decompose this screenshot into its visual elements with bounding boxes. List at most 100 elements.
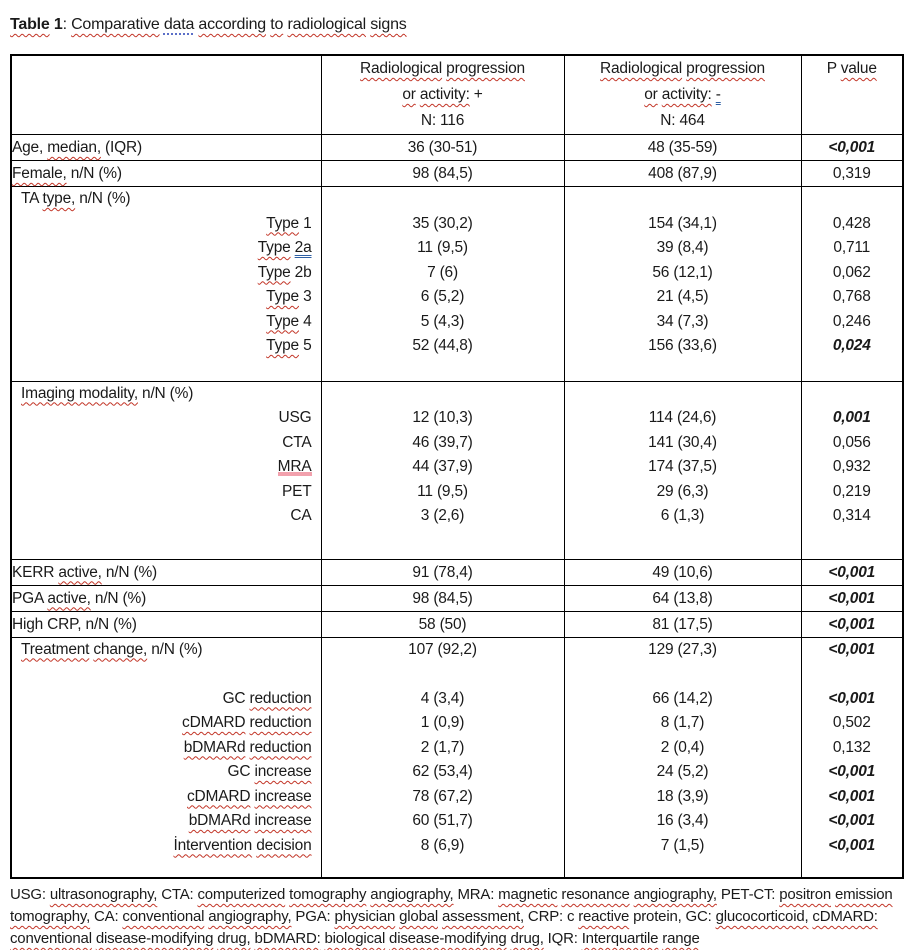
- value-positive: 46 (39,7): [412, 433, 473, 451]
- marked-text: disease-modifying: [95, 930, 214, 947]
- marked-text: or: [402, 86, 416, 103]
- marked-text: ultrasonography,: [49, 886, 158, 903]
- text: N: 464: [660, 112, 705, 129]
- row-label: Treatment change, n/N (%): [12, 638, 321, 663]
- marked-text: tomography,: [10, 908, 91, 925]
- text: KERR: [12, 563, 59, 581]
- table-body: Age, median, (IQR) 36 (30-51) 48 (35-59) <0…: [10, 134, 904, 879]
- text: MRA:: [453, 886, 499, 903]
- marked-text: angiography,: [633, 886, 717, 903]
- value-negative: [565, 187, 801, 212]
- marked-text: progression: [446, 60, 525, 77]
- p-value: 0,768: [832, 288, 871, 305]
- value-positive: 62 (53,4): [412, 763, 473, 780]
- value-positive: 1 (0,9): [420, 714, 465, 731]
- row-label: Type 1: [12, 212, 321, 237]
- marked-text: value: [840, 60, 877, 77]
- p-value: 0,428: [832, 214, 871, 232]
- marked-text: according: [198, 16, 266, 33]
- header-line: P value: [802, 56, 903, 82]
- value-positive: 58 (50): [320, 610, 565, 638]
- marked-text: active,: [58, 563, 102, 581]
- p-value: 0,246: [832, 312, 871, 330]
- text: GC: [227, 763, 255, 780]
- marked-text: conventional: [122, 908, 205, 925]
- value-negative: 56 (12,1): [652, 263, 713, 281]
- marked-text: Type: [266, 337, 299, 354]
- value-negative: 6 (1,3): [660, 507, 705, 524]
- value-negative: 408 (87,9): [563, 160, 802, 187]
- value-positive: 8 (6,9): [420, 836, 465, 854]
- marked-text: drug,: [510, 930, 544, 947]
- section-imaging-modality: Imaging modality, n/N (%) USG CTA MRA PET CA …: [10, 380, 904, 560]
- marked-text: bDMARD:: [254, 930, 321, 947]
- value-negative: 8 (1,7): [660, 714, 705, 731]
- text: n/N (%): [137, 384, 194, 402]
- row-label: cDMARD reduction: [12, 711, 321, 736]
- marked-text: MRA: [277, 458, 312, 476]
- header-line: Radiological progression: [322, 56, 564, 82]
- text: PET: [281, 482, 312, 500]
- row-label: bDMARd reduction: [12, 736, 321, 761]
- section-values-positive: 107 (92,2) 4 (3,4) 1 (0,9) 2 (1,7) 62 (53,4…: [320, 636, 565, 879]
- row-label: KERR active, n/N (%): [10, 558, 322, 586]
- value-positive: 11 (9,5): [417, 482, 468, 500]
- abbreviations-footnote: USG: ultrasonography, CTA: computerized …: [10, 884, 902, 950]
- text: n/N (%): [75, 190, 131, 207]
- marked-text: Comparative: [71, 16, 160, 33]
- marked-text: activity:: [661, 86, 712, 103]
- text: 1: [49, 16, 63, 33]
- header-empty-cell: [10, 54, 322, 135]
- value-negative: 7 (1,5): [660, 836, 705, 854]
- table-header: Radiological progression or activity: + …: [10, 54, 904, 135]
- p-value: <0,001: [800, 558, 904, 586]
- section-ta-type: TA type, n/N (%) Type 1 Type 2a Type 2b Type…: [10, 186, 904, 382]
- header-col-progression-positive: Radiological progression or activity: + …: [320, 54, 565, 135]
- marked-text: bDMARd: [183, 738, 246, 756]
- value-negative: [565, 662, 801, 687]
- p-value: 0,001: [832, 409, 871, 426]
- p-value: 0,319: [800, 160, 904, 187]
- header-row: Radiological progression or activity: + …: [10, 54, 904, 135]
- p-value: 0,024: [832, 337, 871, 354]
- p-value: 0,502: [832, 714, 871, 731]
- value-positive: [322, 662, 564, 687]
- marked-text: emission: [834, 886, 893, 903]
- p-value: [802, 662, 903, 687]
- marked-text: data: [163, 16, 195, 33]
- text: n/N (%): [147, 640, 203, 658]
- row-label: GC increase: [12, 760, 321, 785]
- value-positive: 91 (78,4): [320, 558, 565, 586]
- value-positive: 12 (10,3): [412, 409, 473, 426]
- marked-text: activity:: [419, 86, 470, 103]
- value-positive: 52 (44,8): [412, 337, 473, 354]
- header-col-pvalue: P value: [800, 54, 904, 135]
- marked-text: -: [715, 86, 721, 103]
- row-label: PGA active, n/N (%): [10, 584, 322, 612]
- value-positive: 4 (3,4): [420, 689, 465, 707]
- value-negative: 2 (0,4): [660, 738, 705, 756]
- text: CA: [290, 507, 312, 524]
- row-label: Type 2b: [12, 261, 321, 286]
- marked-text: type,: [42, 190, 76, 207]
- value-positive: 78 (67,2): [412, 787, 473, 805]
- value-negative: 154 (34,1): [648, 214, 717, 232]
- row-label: Type 3: [12, 285, 321, 310]
- marked-text: change,: [93, 640, 148, 658]
- text: P: [826, 60, 841, 77]
- value-negative: 141 (30,4): [648, 433, 717, 451]
- p-value: 0,314: [832, 507, 871, 524]
- header-line: or activity: -: [565, 82, 801, 108]
- p-value: 0,056: [832, 433, 871, 451]
- marked-text: Type: [257, 239, 291, 256]
- p-value: <0,001: [828, 689, 876, 707]
- section-values-positive: 35 (30,2) 11 (9,5) 7 (6) 6 (5,2) 5 (4,3) 52 (…: [320, 186, 565, 382]
- text: USG: [278, 409, 312, 426]
- text: CA:: [90, 908, 123, 925]
- marked-text: Type: [266, 288, 299, 305]
- p-value: 0,062: [832, 263, 871, 281]
- value-negative: 29 (6,3): [656, 482, 709, 500]
- header-col-progression-negative: Radiological progression or activity: - …: [563, 54, 802, 135]
- text: protein, GC:: [629, 908, 716, 925]
- value-negative: 21 (4,5): [656, 288, 709, 305]
